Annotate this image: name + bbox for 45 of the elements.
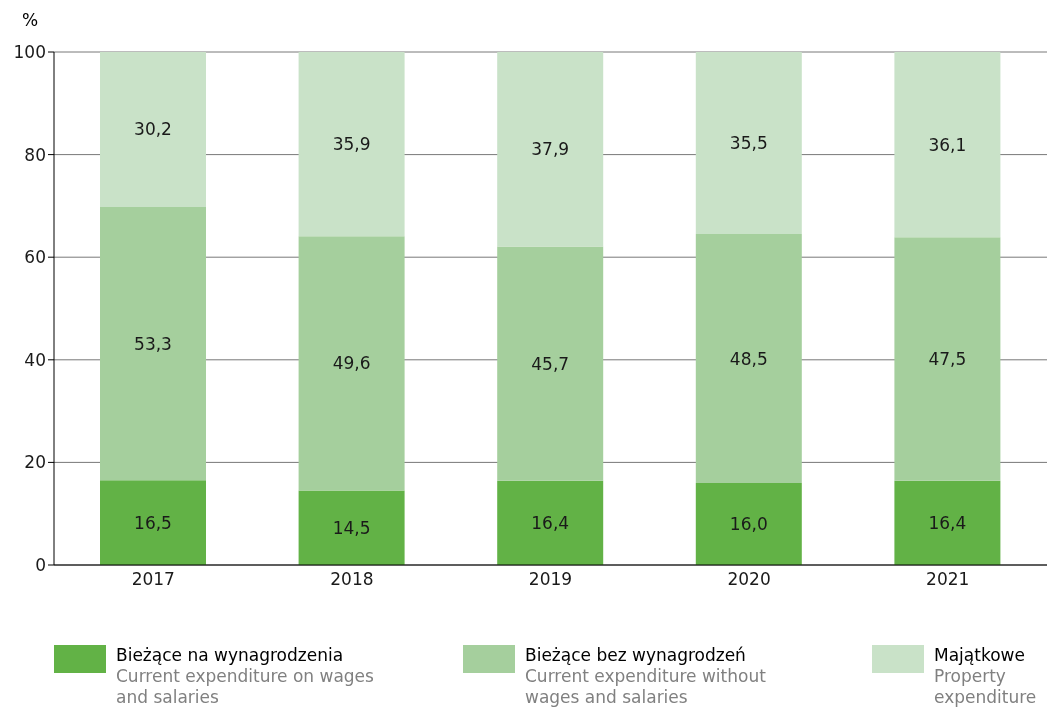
- y-tick-label: 20: [24, 452, 46, 473]
- legend-label: Bieżące na wynagrodzenia Current expenditure on wages and salaries: [116, 645, 375, 708]
- data-label: 47,5: [928, 349, 967, 370]
- data-label: 36,1: [928, 134, 967, 155]
- y-tick-label: 80: [24, 144, 46, 165]
- bar: [100, 480, 206, 565]
- bar: [894, 52, 1001, 238]
- bar: [497, 480, 604, 565]
- data-label: 35,5: [729, 133, 768, 154]
- data-label: 16,4: [531, 512, 570, 533]
- data-label: 14,5: [332, 517, 371, 538]
- x-tick-label: 2017: [131, 569, 175, 590]
- data-label: 16,4: [928, 512, 967, 533]
- bar: [100, 206, 206, 481]
- data-label: 45,7: [531, 353, 570, 374]
- x-tick-label: 2019: [528, 569, 573, 590]
- y-tick-label: 60: [24, 247, 46, 268]
- data-label: 49,6: [332, 353, 371, 374]
- y-tick-label: 100: [13, 42, 46, 63]
- x-tick-label: 2020: [727, 569, 771, 590]
- data-label: 16,0: [729, 513, 768, 534]
- x-tick-label: 2018: [330, 569, 374, 590]
- data-label: 48,5: [729, 348, 768, 369]
- legend-label: Majątkowe Property expenditure: [934, 645, 1038, 708]
- bar: [695, 52, 802, 235]
- bar: [100, 52, 206, 207]
- bar: [298, 236, 405, 491]
- bar: [497, 52, 604, 247]
- bar: [298, 52, 405, 237]
- bar: [695, 482, 802, 565]
- data-label: 30,2: [134, 119, 172, 140]
- legend-label: Bieżące bez wynagrodzeń Current expenditure without wages and salaries: [525, 645, 767, 708]
- data-label: 16,5: [134, 512, 172, 533]
- x-tick-label: 2021: [926, 569, 970, 590]
- y-tick-label: 40: [24, 349, 46, 370]
- bar: [894, 237, 1001, 481]
- y-tick-label: 0: [35, 555, 46, 576]
- data-label: 53,3: [134, 333, 172, 354]
- bar: [695, 234, 802, 483]
- data-label: 37,9: [531, 139, 570, 160]
- y-axis-title: %: [22, 10, 39, 30]
- data-label: 35,9: [332, 134, 371, 155]
- bar: [497, 246, 604, 481]
- bar: [894, 480, 1001, 565]
- bar: [298, 490, 405, 565]
